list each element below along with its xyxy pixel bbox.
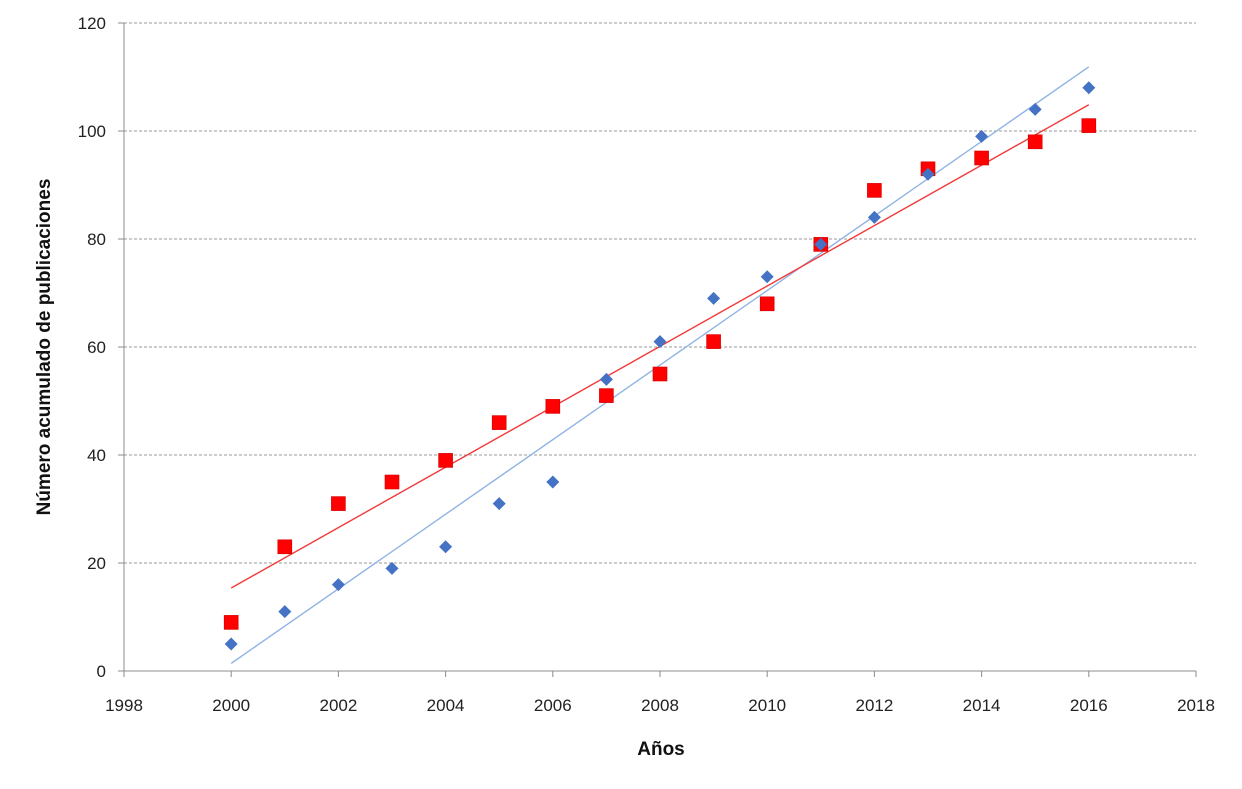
diamond-marker-2002 [331, 578, 345, 592]
diamond-marker-2008 [653, 335, 667, 349]
square-marker-2009 [706, 334, 721, 349]
diamond-marker-2006 [546, 475, 560, 489]
x-tick-label-2018: 2018 [1177, 696, 1215, 715]
y-tick-label-80: 80 [87, 230, 106, 249]
x-tick-label-2008: 2008 [641, 696, 679, 715]
square-marker-2014 [974, 150, 989, 166]
square-marker-2003 [384, 474, 400, 490]
diamond-marker-2014 [975, 129, 989, 143]
diamond-marker-2003 [385, 561, 399, 575]
square-marker-2002 [331, 496, 346, 511]
x-tick-label-2016: 2016 [1070, 696, 1108, 715]
square-marker-2010 [759, 296, 775, 312]
diamond-marker-2004 [439, 540, 453, 554]
y-tick-labels: 0 20 40 60 80 100 120 [78, 14, 106, 681]
square-marker-2005 [491, 415, 507, 430]
x-tick-label-1998: 1998 [105, 696, 143, 715]
diamond-marker-2015 [1028, 102, 1042, 116]
square-marker-2007 [599, 388, 614, 403]
square-marker-2000 [223, 615, 239, 630]
y-tick-label-20: 20 [87, 554, 106, 573]
x-tick-label-2012: 2012 [855, 696, 893, 715]
x-tick-labels: 1998 2000 2002 2004 2006 2008 2010 2012 2014 2016… [105, 696, 1215, 715]
diamond-marker-2016 [1082, 81, 1096, 95]
diamond-marker-2007 [599, 372, 613, 386]
y-tick-label-100: 100 [78, 122, 106, 141]
diamond-marker-2013 [921, 167, 935, 181]
x-tick-label-2000: 2000 [212, 696, 250, 715]
diamond-marker-2010 [760, 270, 774, 284]
x-tick-label-2002: 2002 [319, 696, 357, 715]
x-tick-label-2010: 2010 [748, 696, 786, 715]
y-tick-label-120: 120 [78, 14, 106, 33]
square-marker-2008 [652, 366, 668, 382]
axes [118, 22, 1197, 677]
trendlines [230, 66, 1090, 664]
x-tick-label-2004: 2004 [427, 696, 465, 715]
diamond-marker-2009 [707, 291, 721, 305]
square-marker-2015 [1027, 134, 1043, 150]
diamond-marker-2000 [224, 637, 238, 651]
y-tick-label-60: 60 [87, 338, 106, 357]
x-tick-label-2014: 2014 [963, 696, 1001, 715]
trendline-series-1 [230, 66, 1090, 664]
x-tick-label-2006: 2006 [534, 696, 572, 715]
diamond-marker-2011 [814, 237, 828, 251]
square-marker-2016 [1081, 118, 1097, 133]
diamond-marker-2005 [492, 497, 506, 511]
y-tick-label-40: 40 [87, 446, 106, 465]
square-marker-2004 [438, 453, 453, 468]
data-points [223, 81, 1097, 651]
square-marker-2001 [277, 539, 293, 555]
square-marker-2006 [545, 399, 561, 414]
diamond-marker-2001 [278, 605, 292, 619]
x-axis-title: Años [637, 739, 685, 760]
diamond-marker-2012 [867, 210, 881, 224]
y-axis-title: Número acumulado de publicaciones [34, 179, 55, 516]
square-marker-2012 [867, 183, 882, 198]
y-tick-label-0: 0 [97, 662, 106, 681]
